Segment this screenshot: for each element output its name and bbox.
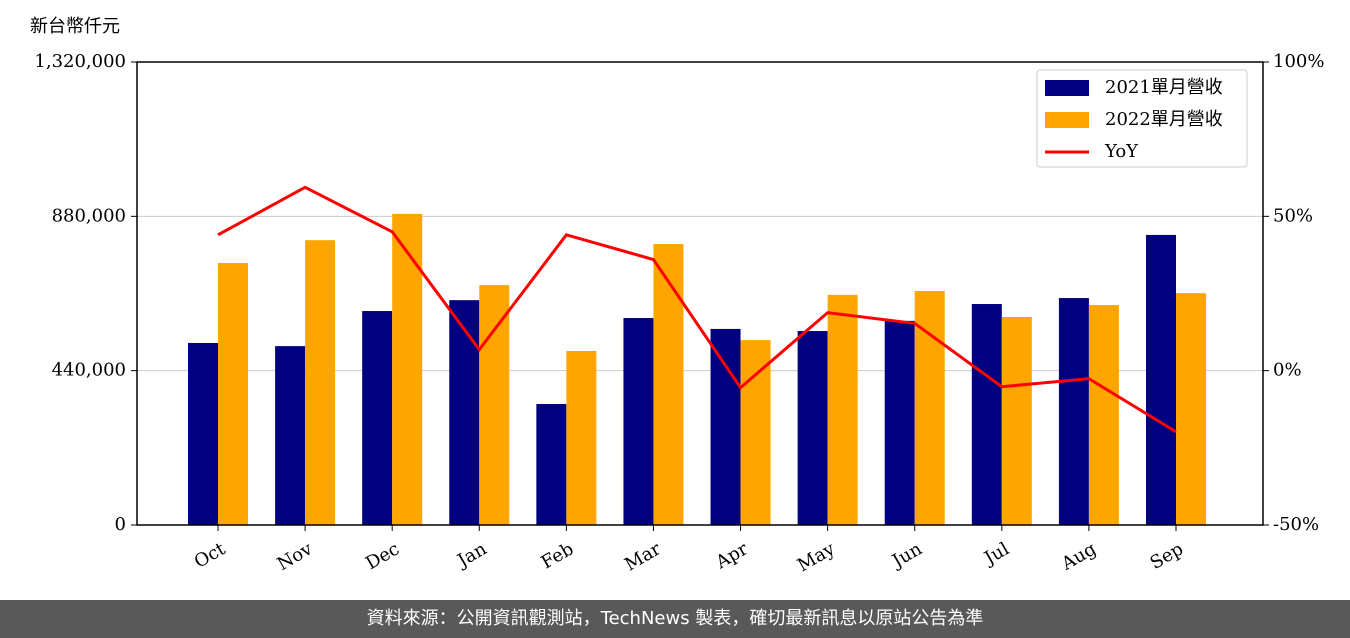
y2-tick-label: -50% [1273,514,1319,535]
y-tick-label: 0 [115,514,126,535]
x-tick-label: Jan [452,538,490,572]
legend-label: YoY [1104,141,1139,162]
y2-tick-label: 50% [1273,205,1313,226]
bar [623,318,654,525]
x-tick-label: Aug [1057,538,1100,575]
x-tick-label: Jul [979,538,1013,570]
bar [449,300,480,525]
bar [1088,305,1119,525]
legend-label: 2021單月營收 [1105,77,1223,98]
y-tick-label: 1,320,000 [34,51,126,72]
bar [971,304,1002,525]
y-tick-label: 880,000 [52,205,126,226]
x-tick-label: Mar [621,538,665,575]
bar [1058,298,1089,525]
bar [566,351,597,525]
x-tick-label: Apr [711,538,751,573]
legend-label: 2022單月營收 [1105,109,1223,130]
x-tick-label: Nov [274,538,317,575]
x-tick-label: Dec [362,538,403,574]
legend-swatch [1045,112,1089,128]
bar [479,285,510,525]
x-tick-label: Oct [191,538,230,573]
bar [884,320,915,525]
bar [827,294,858,525]
bar [740,340,771,525]
legend-swatch [1045,80,1089,96]
footer: 資料來源：公開資訊觀測站，TechNews 製表，確切最新訊息以原站公告為準 [0,600,1350,638]
bar [1176,293,1206,525]
y-axis-label: 新台幣仟元 [30,16,120,37]
x-tick-label: Sep [1147,538,1187,573]
bar [797,331,828,525]
bar [653,244,684,525]
bar [362,311,393,525]
bar [1146,234,1176,526]
bar [710,328,741,525]
line [217,185,1177,434]
bar [218,262,248,525]
x-tick-label: May [794,538,839,576]
bar [188,342,218,525]
bar [1001,317,1032,525]
bar [914,291,945,525]
y2-tick-label: 0% [1273,360,1302,381]
x-tick-label: Feb [538,538,578,573]
bar [305,240,336,525]
bar [536,403,567,525]
bar [392,213,423,525]
legend-box [1036,69,1248,168]
x-tick-label: Jun [887,538,926,573]
y-tick-label: 440,000 [52,360,126,381]
bar [275,346,306,525]
y2-tick-label: 100% [1273,51,1324,72]
plot-frame [136,61,1264,526]
chart: 新台幣仟元 0 440,000 880,000 1,320,000 -50% 0% 50% 1… [30,16,1324,576]
